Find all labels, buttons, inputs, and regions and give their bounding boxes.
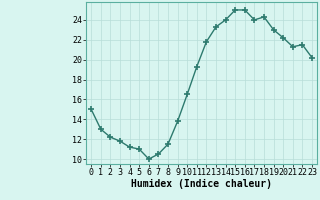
X-axis label: Humidex (Indice chaleur): Humidex (Indice chaleur) <box>131 179 272 189</box>
